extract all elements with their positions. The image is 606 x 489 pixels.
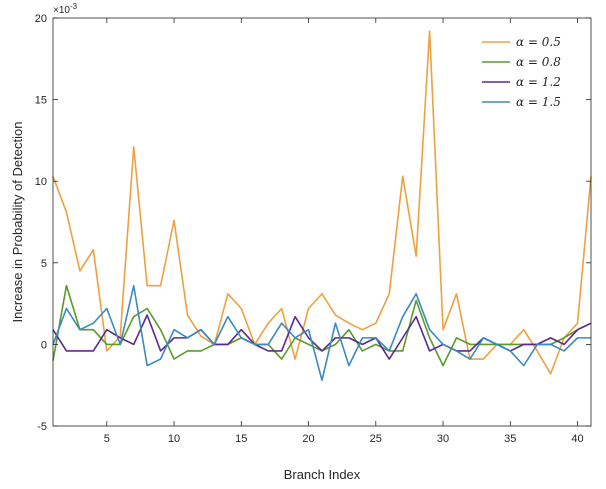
legend-box [474,28,584,120]
y-tick-label-20: 20 [35,13,47,25]
x-tick-label-35: 35 [504,433,516,445]
x-tick-label-15: 15 [235,433,247,445]
x-tick-label-30: 30 [437,433,449,445]
y-tick-label-0: 0 [41,339,47,351]
legend: α = 0.5 α = 0.8 α = 1.2 α = 1.5 [474,28,584,120]
x-tick-label-10: 10 [168,433,180,445]
y-tick-label-15: 15 [35,95,47,107]
y-exponent-power: -3 [70,2,78,11]
legend-label-3: α = 1.2 [516,75,561,89]
x-tick-label-20: 20 [302,433,314,445]
series-line-4 [52,284,591,382]
x-tick-label-25: 25 [370,433,382,445]
y-tick-label-10: 10 [35,176,47,188]
legend-label-4: α = 1.5 [516,95,561,109]
x-tick-label-40: 40 [571,433,583,445]
x-tick-label-5: 5 [104,433,110,445]
y-axis-label: Increase in Probability of Detection [10,122,25,323]
tick-layer: 5 10 15 20 25 30 35 40 -5 0 5 10 15 20 [35,13,591,445]
series-layer [52,30,592,382]
legend-label-2: α = 0.8 [516,55,561,69]
x-axis-label: Branch Index [284,467,361,482]
y-exponent-label: ×10-3 [53,2,78,16]
plot-frame [52,17,592,427]
y-exponent-base: ×10 [53,5,70,16]
y-tick-label--5: -5 [37,421,47,433]
y-tick-label-5: 5 [41,258,47,270]
legend-label-1: α = 0.5 [516,35,561,49]
